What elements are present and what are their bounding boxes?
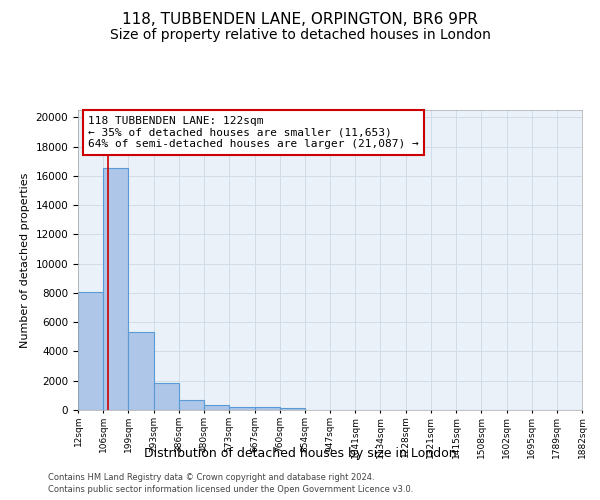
Bar (204, 406, 229, 410)
Text: Size of property relative to detached houses in London: Size of property relative to detached ho… (110, 28, 490, 42)
Text: Contains public sector information licensed under the Open Government Licence v3: Contains public sector information licen… (48, 485, 413, 494)
Bar (154, 383, 179, 410)
Bar (229, 407, 254, 410)
Text: Contains HM Land Registry data © Crown copyright and database right 2024.: Contains HM Land Registry data © Crown c… (48, 472, 374, 482)
Bar (78, 292, 103, 410)
Y-axis label: Number of detached properties: Number of detached properties (20, 172, 30, 348)
Bar (254, 407, 280, 410)
Bar (280, 408, 305, 410)
Text: 118, TUBBENDEN LANE, ORPINGTON, BR6 9PR: 118, TUBBENDEN LANE, ORPINGTON, BR6 9PR (122, 12, 478, 28)
Text: 118 TUBBENDEN LANE: 122sqm
← 35% of detached houses are smaller (11,653)
64% of : 118 TUBBENDEN LANE: 122sqm ← 35% of deta… (88, 116, 419, 149)
Text: Distribution of detached houses by size in London: Distribution of detached houses by size … (143, 448, 457, 460)
Bar (179, 400, 204, 410)
Bar (103, 168, 128, 410)
Bar (128, 332, 154, 410)
